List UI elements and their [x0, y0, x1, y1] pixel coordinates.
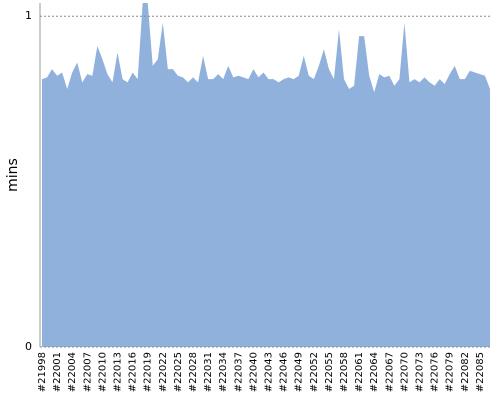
- x-tick-label: #22061: [354, 352, 365, 392]
- y-axis-label: mins: [5, 158, 21, 192]
- x-tick-label: #22067: [384, 352, 395, 392]
- x-tick-label: #22082: [460, 352, 471, 392]
- x-tick-label: #22070: [399, 352, 410, 392]
- x-tick-label: #22043: [264, 352, 275, 392]
- x-tick-label: #22079: [445, 352, 456, 392]
- x-tick-label: #22040: [248, 352, 259, 392]
- x-tick-label: #22085: [475, 352, 486, 392]
- x-tick-label: #22028: [188, 352, 199, 392]
- x-tick-label: #22034: [218, 352, 229, 392]
- x-tick-label: #21998: [37, 352, 48, 392]
- x-tick-label: #22052: [309, 352, 320, 392]
- y-tick-label: 0: [25, 340, 32, 353]
- x-tick-label: #22076: [430, 352, 441, 392]
- x-tick-label: #22013: [113, 352, 124, 392]
- x-tick-label: #22064: [369, 352, 380, 392]
- y-tick-label: 1: [25, 9, 32, 22]
- x-tick-label: #22037: [233, 352, 244, 392]
- x-tick-label: #22016: [128, 352, 139, 392]
- x-tick-label: #22001: [52, 352, 63, 392]
- x-tick-label: #22019: [143, 352, 154, 392]
- x-tick-label: #22010: [97, 352, 108, 392]
- area: [42, 3, 490, 347]
- x-tick-label: #22007: [82, 352, 93, 392]
- x-tick-label: #22022: [158, 352, 169, 392]
- x-tick-label: #22004: [67, 352, 78, 392]
- x-tick-label: #22025: [173, 352, 184, 392]
- x-tick-label: #22058: [339, 352, 350, 392]
- x-tick-label: #22031: [203, 352, 214, 392]
- x-tick-label: #22055: [324, 352, 335, 392]
- x-tick-label: #22049: [294, 352, 305, 392]
- x-tick-label: #22073: [415, 352, 426, 392]
- x-tick-label: #22046: [279, 352, 290, 392]
